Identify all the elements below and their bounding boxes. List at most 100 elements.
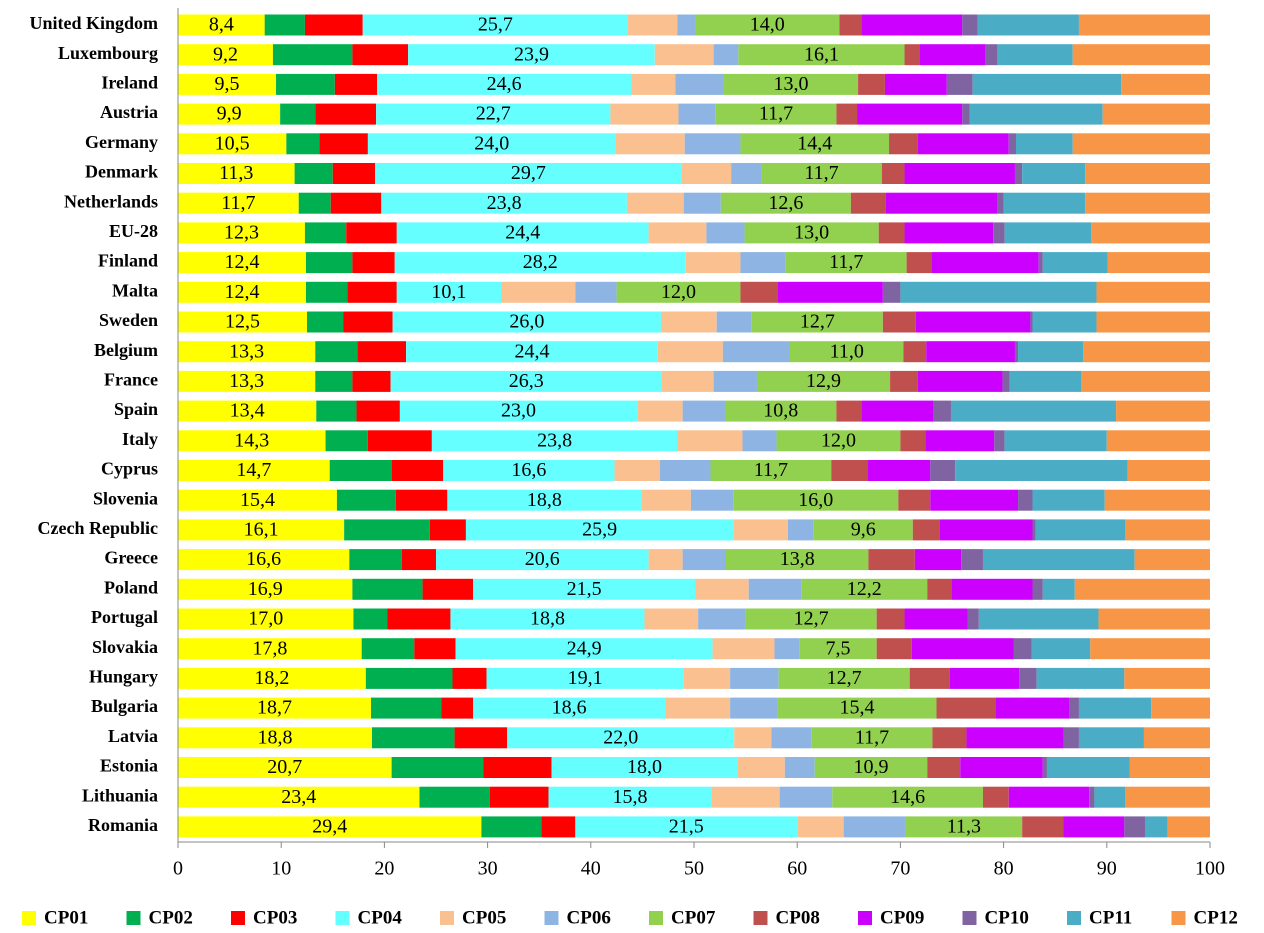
y-tick-label: Sweden xyxy=(99,310,158,330)
bar-segment xyxy=(994,430,1005,452)
value-label: 13,0 xyxy=(774,73,809,95)
x-tick-label: 100 xyxy=(1195,858,1225,880)
bar-segment xyxy=(1151,697,1210,719)
bar-segment xyxy=(304,14,363,36)
bar-segment xyxy=(614,460,660,481)
bar-segment xyxy=(347,281,397,303)
bar-segment xyxy=(626,192,684,214)
bar-segment xyxy=(332,163,376,184)
bar-segment xyxy=(733,489,899,511)
bar-segment xyxy=(391,757,484,778)
value-label: 13,3 xyxy=(229,340,264,362)
y-tick-label: Hungary xyxy=(89,667,158,687)
bar-segment xyxy=(454,727,508,749)
bar-segment xyxy=(966,727,1064,749)
bar-segment xyxy=(777,697,937,719)
bar-segment xyxy=(631,73,676,95)
value-label: 24,6 xyxy=(487,73,522,95)
bar-segment xyxy=(548,786,712,808)
value-label: 17,0 xyxy=(248,608,283,630)
bar-segment xyxy=(904,222,994,244)
bar-segment xyxy=(616,281,741,303)
bar-segment xyxy=(850,192,886,214)
y-tick-label: Portugal xyxy=(91,607,158,627)
bar-segment xyxy=(912,519,940,541)
bar-segment xyxy=(740,133,890,155)
bar-segment xyxy=(1143,727,1210,749)
bar-segment xyxy=(925,430,995,452)
bar-segment xyxy=(431,430,678,452)
bar-segment xyxy=(307,311,344,333)
bar-segment xyxy=(329,460,392,481)
bar-segment xyxy=(1032,311,1097,333)
bar-segment xyxy=(745,608,877,630)
bar-segment xyxy=(876,638,912,660)
value-label: 16,6 xyxy=(511,459,546,481)
bar-segment xyxy=(294,163,333,184)
bar-segment xyxy=(761,163,882,184)
bar-segment xyxy=(1167,816,1210,838)
bar-segment xyxy=(1018,489,1033,511)
bar-segment xyxy=(731,163,762,184)
value-label: 25,9 xyxy=(582,518,617,540)
legend-label: CP04 xyxy=(358,907,403,928)
bar-segment xyxy=(713,44,739,66)
bar-segment xyxy=(178,341,316,363)
value-label: 11,7 xyxy=(804,162,838,184)
bar-segment xyxy=(575,816,798,838)
y-tick-label: Bulgaria xyxy=(91,696,158,716)
bar-segment xyxy=(178,281,306,303)
bar-segment xyxy=(771,727,812,749)
bar-segment xyxy=(1129,757,1210,778)
bar-segment xyxy=(1038,252,1043,274)
legend-label: CP05 xyxy=(462,907,506,928)
bar-segment xyxy=(1102,103,1210,125)
bar-segment xyxy=(1009,370,1081,392)
value-label: 22,0 xyxy=(603,726,638,748)
bar-segment xyxy=(930,489,1019,511)
legend-swatch xyxy=(962,911,977,925)
bar-segment xyxy=(698,608,746,630)
bar-segment xyxy=(1134,549,1210,571)
bar-segment xyxy=(997,192,1004,214)
bar-segment xyxy=(441,697,474,719)
bar-segment xyxy=(483,757,552,778)
bar-segment xyxy=(662,370,714,392)
bar-segment xyxy=(933,400,951,422)
bar-segment xyxy=(178,757,392,778)
legend-swatch xyxy=(544,911,559,925)
bar-segment xyxy=(677,430,743,452)
value-label: 12,7 xyxy=(794,608,829,630)
bar-segment xyxy=(1013,638,1032,660)
bar-segment xyxy=(178,578,353,600)
bar-segment xyxy=(1008,786,1090,808)
value-label: 9,6 xyxy=(851,518,876,540)
legend-label: CP03 xyxy=(253,907,297,928)
bar-segment xyxy=(936,697,996,719)
bar-segment xyxy=(927,578,952,600)
value-label: 16,0 xyxy=(798,489,833,511)
value-label: 13,3 xyxy=(229,370,264,392)
value-label: 11,7 xyxy=(759,103,793,125)
legend-swatch xyxy=(1171,911,1186,925)
bar-segment xyxy=(429,519,466,541)
y-tick-label: Italy xyxy=(122,429,158,449)
bar-segment xyxy=(713,370,757,392)
bar-segment xyxy=(376,103,611,125)
value-label: 24,4 xyxy=(505,221,540,243)
bar-segment xyxy=(1085,163,1210,184)
value-label: 11,0 xyxy=(830,340,864,362)
bar-segment xyxy=(683,667,731,689)
bar-segment xyxy=(1030,311,1033,333)
bar-segment xyxy=(272,44,353,66)
bar-segment xyxy=(452,667,487,689)
bar-segment xyxy=(742,430,777,452)
bar-segment xyxy=(637,400,683,422)
y-tick-label: Czech Republic xyxy=(38,518,159,538)
bar-segment xyxy=(178,311,307,333)
bar-segment xyxy=(178,103,281,125)
bar-segment xyxy=(334,73,378,95)
bar-segment xyxy=(952,578,1033,600)
bar-segment xyxy=(1107,252,1210,274)
